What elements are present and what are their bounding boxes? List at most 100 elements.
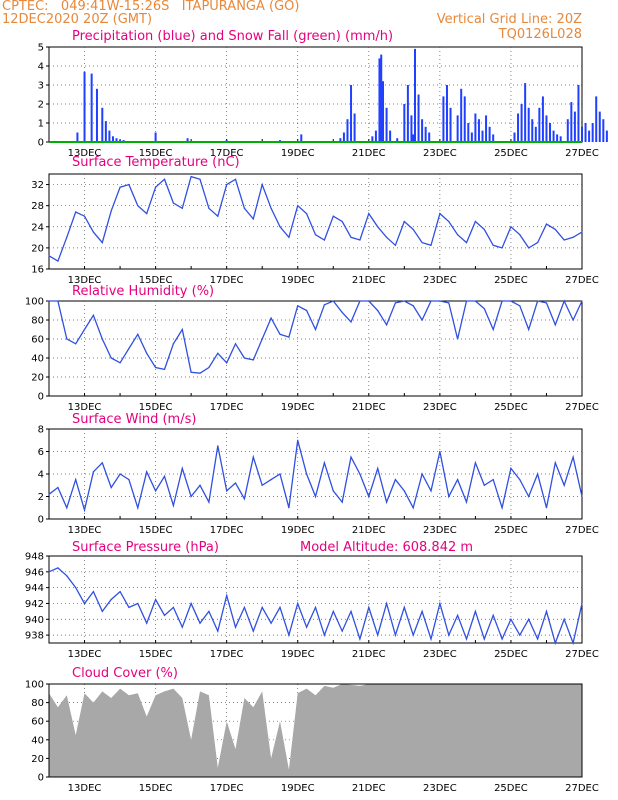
data-point	[332, 300, 334, 302]
data-point	[314, 234, 317, 236]
precip-bar	[559, 136, 562, 142]
data-point	[92, 471, 95, 473]
precip-bar	[412, 134, 415, 142]
data-point	[403, 606, 405, 609]
panel-frame	[48, 46, 583, 143]
precip-bar	[538, 107, 541, 142]
data-point	[581, 602, 583, 605]
data-point	[563, 300, 565, 302]
date-tick-label: 13DEC	[68, 649, 102, 660]
precip-bar	[95, 88, 98, 142]
data-point	[483, 484, 485, 486]
data-point	[332, 610, 334, 612]
data-point	[83, 602, 86, 605]
data-point	[421, 473, 423, 475]
precip-bar	[467, 123, 470, 142]
data-point	[261, 183, 263, 186]
panel-frame	[48, 300, 583, 397]
date-tick-label: 15DEC	[139, 783, 173, 794]
data-point	[297, 439, 299, 441]
date-tick-label: 25DEC	[494, 148, 528, 159]
data-point	[430, 300, 432, 302]
date-tick-label: 15DEC	[139, 148, 173, 159]
date-tick-label: 15DEC	[139, 525, 173, 536]
y-tick-label: 28	[31, 201, 44, 212]
data-point	[385, 501, 388, 503]
y-tick-label: 20	[31, 754, 44, 765]
data-point	[572, 319, 574, 321]
y-tick-label: 80	[31, 316, 44, 327]
data-point	[252, 359, 254, 361]
data-point	[119, 473, 121, 475]
data-point	[528, 328, 530, 331]
data-point	[75, 479, 77, 481]
date-tick-label: 17DEC	[210, 402, 244, 413]
date-tick-label: 21DEC	[352, 402, 386, 413]
data-point	[572, 642, 574, 644]
data-point	[234, 343, 237, 345]
data-point	[554, 642, 556, 644]
data-point	[457, 614, 459, 616]
model-id: TQ0126L028	[498, 27, 582, 42]
data-point	[75, 211, 77, 213]
data-point	[350, 236, 352, 238]
data-point	[92, 314, 95, 316]
data-point	[119, 186, 121, 188]
precip-bar	[474, 113, 477, 142]
y-tick-label: 1	[38, 119, 44, 130]
data-point	[208, 207, 210, 209]
data-point	[217, 445, 219, 447]
data-point	[199, 622, 201, 624]
precip-bar	[389, 130, 392, 142]
data-point	[563, 239, 565, 241]
date-tick-label: 17DEC	[210, 525, 244, 536]
precip-bar	[577, 85, 580, 142]
precip-bar	[442, 96, 445, 142]
data-point	[341, 501, 343, 503]
precip-bar	[524, 83, 527, 142]
data-point	[128, 183, 130, 186]
y-tick-label: 3	[38, 81, 44, 92]
data-point	[66, 575, 68, 577]
y-tick-label: 948	[25, 552, 44, 563]
precip-bar	[410, 115, 413, 142]
precip-bar	[374, 130, 377, 142]
precip-bar	[101, 107, 104, 142]
data-point	[394, 479, 397, 481]
data-point	[226, 362, 228, 364]
data-point	[394, 244, 397, 246]
data-point	[519, 479, 521, 481]
temp-title: Surface Temperature (nC)	[72, 155, 240, 170]
y-tick-label: 940	[25, 615, 44, 626]
y-tick-label: 60	[31, 717, 44, 728]
data-point	[163, 178, 166, 180]
data-point	[252, 218, 254, 220]
data-point	[314, 606, 317, 609]
data-point	[288, 236, 290, 238]
run-date: 12DEC2020 20Z (GMT)	[2, 12, 153, 27]
data-point	[181, 207, 183, 209]
date-tick-label: 25DEC	[494, 275, 528, 286]
data-point	[412, 634, 414, 636]
data-point	[101, 338, 103, 340]
precip-bar	[598, 111, 601, 142]
data-point	[217, 630, 219, 632]
precip-bar	[90, 73, 93, 142]
data-point	[474, 300, 476, 302]
data-point	[474, 462, 476, 464]
data-point	[536, 638, 539, 640]
y-tick-label: 938	[25, 631, 44, 642]
data-point	[492, 328, 494, 331]
data-point	[368, 300, 370, 302]
data-point	[243, 498, 246, 500]
date-tick-label: 17DEC	[210, 148, 244, 159]
data-point	[297, 602, 299, 605]
precip-bar	[488, 126, 491, 142]
y-tick-label: 8	[38, 425, 44, 436]
date-tick-label: 19DEC	[281, 783, 315, 794]
data-point	[341, 311, 343, 313]
data-point	[146, 471, 148, 473]
precip-bar	[76, 132, 79, 142]
y-tick-label: 20	[31, 373, 44, 384]
data-point	[128, 479, 130, 481]
